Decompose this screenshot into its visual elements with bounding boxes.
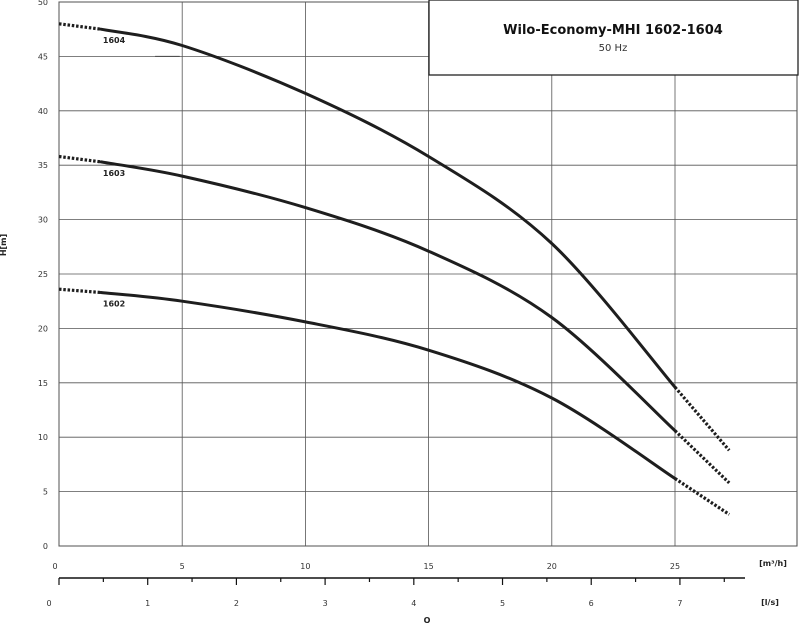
y-tick-label: 20 <box>38 324 48 333</box>
curve-1602-dashed-end <box>674 477 731 516</box>
x-tick-label: 0 <box>52 562 57 571</box>
curve-label-1604: 1604 <box>103 36 126 45</box>
curve-labels: 1604 1603 1602 <box>103 36 180 308</box>
x-tick-label: 5 <box>180 562 185 571</box>
curve-1602 <box>58 287 731 516</box>
curve-1604-solid <box>99 27 677 389</box>
x-tick-label: 10 <box>300 562 310 571</box>
y-tick-label: 40 <box>38 107 48 116</box>
x-tick-label: 15 <box>424 562 434 571</box>
y-tick-label: 5 <box>43 488 48 497</box>
curve-label-1603: 1603 <box>103 169 125 178</box>
curves <box>58 22 731 516</box>
x2-tick-label: 0 <box>46 599 51 608</box>
x-tick-label: 25 <box>670 562 680 571</box>
curve-1603 <box>58 154 731 485</box>
curve-1604-dashed-start <box>58 22 102 31</box>
title-box <box>428 0 799 76</box>
x-axis-ticks: 0 5 10 15 20 25 <box>52 562 680 571</box>
x2-tick-label: 6 <box>589 599 594 608</box>
y-tick-label: 10 <box>38 433 48 442</box>
y-tick-label: 45 <box>38 52 48 61</box>
x2-tick-label: 3 <box>323 599 328 608</box>
x2-tick-label: 7 <box>677 599 682 608</box>
chart-subtitle: 50 Hz <box>599 43 628 54</box>
y-tick-label: 0 <box>43 542 48 551</box>
y-tick-label: 15 <box>38 379 48 388</box>
y-tick-label: 30 <box>38 216 48 225</box>
chart-title: Wilo-Economy-MHI 1602-1604 <box>503 23 723 38</box>
curve-label-1602: 1602 <box>103 299 125 308</box>
x-axis-unit: [m³/h] <box>759 559 787 568</box>
grid <box>58 1 798 547</box>
y-tick-label: 35 <box>38 161 48 170</box>
x-tick-label: 20 <box>547 562 557 571</box>
curve-1602-dashed-start <box>58 287 102 295</box>
curve-1603-solid <box>99 160 677 433</box>
curve-1604-dashed-end <box>673 386 731 452</box>
y-tick-label: 25 <box>38 270 48 279</box>
y-tick-label: 50 <box>38 0 48 7</box>
y-axis-ticks: 0 5 10 15 20 25 30 35 40 45 50 <box>38 0 48 551</box>
x2-tick-label: 4 <box>411 599 416 608</box>
x2-axis-unit: [l/s] <box>761 598 779 607</box>
curve-1602-solid <box>99 291 677 480</box>
curve-1604 <box>58 22 731 452</box>
x2-tick-label: 2 <box>234 599 239 608</box>
curve-1603-dashed-start <box>58 154 102 164</box>
secondary-x-axis: 0 1 2 3 4 5 6 7 <box>46 577 745 608</box>
x-axis-label: Q <box>424 616 431 623</box>
x2-tick-label: 5 <box>500 599 505 608</box>
y-axis-label: H[m] <box>0 234 8 256</box>
x2-tick-label: 1 <box>145 599 150 608</box>
